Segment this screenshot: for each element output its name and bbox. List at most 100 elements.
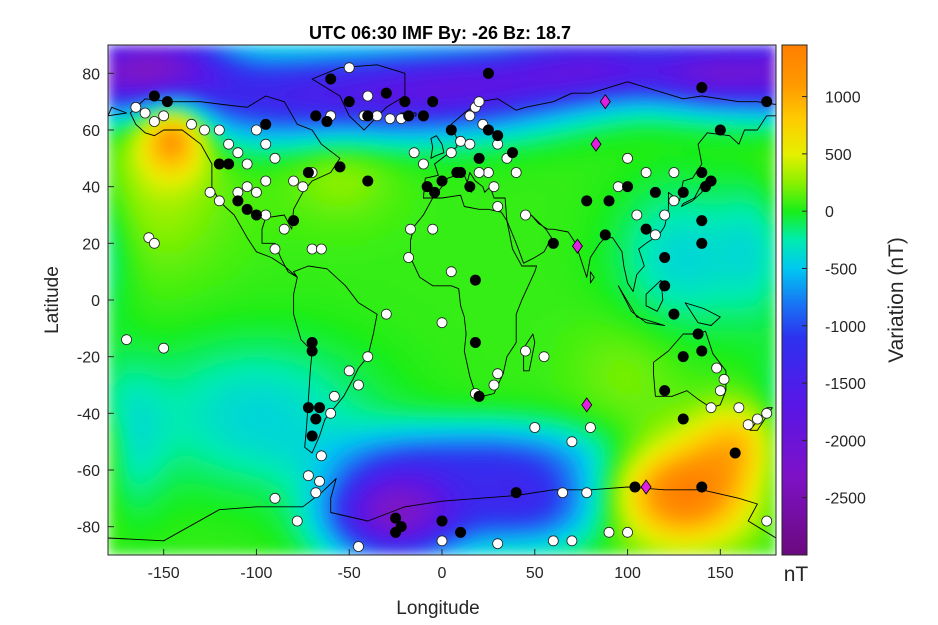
colorbar: 1000 500 0 -500 -1000 -1500 -2000 -2500 Variati…	[781, 44, 908, 586]
station-marker-white	[520, 209, 531, 221]
colorbar-tick-label: -500	[825, 261, 857, 278]
station-marker-white	[251, 124, 262, 136]
station-marker-black	[403, 110, 415, 122]
station-marker-white	[488, 379, 500, 391]
station-marker-white	[148, 237, 160, 249]
coastline-0	[129, 95, 341, 278]
coastline-4	[422, 81, 776, 292]
station-marker-white	[659, 209, 671, 221]
station-marker-black	[714, 124, 726, 136]
station-marker-black	[362, 175, 374, 187]
x-tick-label: -100	[240, 565, 272, 582]
station-marker-black	[161, 96, 173, 108]
station-marker-black	[696, 237, 708, 249]
station-marker-black	[288, 215, 300, 227]
station-marker-white	[403, 252, 415, 263]
station-marker-black	[705, 175, 717, 187]
station-marker-diamond	[640, 479, 652, 495]
station-marker-white	[640, 167, 652, 178]
station-marker-white	[260, 138, 272, 150]
station-marker-white	[353, 541, 364, 552]
station-marker-white	[718, 373, 730, 385]
station-marker-black	[302, 402, 314, 414]
station-marker-black	[492, 130, 504, 142]
station-marker-diamond	[599, 93, 611, 110]
coastline-10	[645, 279, 664, 312]
station-marker-black	[362, 110, 374, 122]
station-marker-white	[343, 365, 355, 377]
station-marker-white	[241, 158, 253, 170]
x-tick-label: -50	[338, 565, 361, 582]
station-marker-white	[510, 167, 522, 178]
station-marker-black	[696, 167, 708, 178]
station-marker-white	[362, 90, 374, 102]
station-marker-white	[603, 526, 615, 538]
y-tick-label: -40	[77, 406, 100, 423]
station-marker-white	[711, 362, 723, 374]
station-marker-white	[649, 229, 661, 241]
station-marker-white	[314, 475, 325, 487]
station-marker-white	[668, 167, 680, 178]
colorbar-tick-label: 1000	[825, 90, 861, 107]
station-marker-white	[269, 492, 281, 504]
station-marker-diamond	[590, 136, 602, 152]
station-marker-black	[469, 337, 481, 348]
station-marker-black	[302, 167, 314, 178]
coastline-1	[293, 265, 378, 454]
station-marker-white	[464, 110, 476, 122]
station-marker-white	[288, 175, 299, 187]
station-marker-white	[148, 116, 160, 127]
station-marker-white	[139, 107, 151, 119]
coastline-3	[410, 194, 538, 397]
x-tick-label: 0	[438, 565, 447, 582]
station-marker-black	[343, 96, 355, 108]
station-marker-black	[659, 385, 671, 397]
station-marker-white	[612, 181, 624, 193]
station-marker-black	[395, 521, 407, 533]
coastline-7	[430, 135, 445, 159]
station-marker-black	[436, 175, 448, 187]
station-marker-black	[482, 124, 494, 136]
station-marker-black	[640, 223, 652, 235]
station-marker-black	[451, 167, 463, 178]
station-marker-black	[469, 274, 481, 286]
colorbar-tick-label: 500	[825, 147, 852, 164]
station-marker-white	[130, 101, 142, 113]
station-marker-black	[464, 181, 476, 193]
station-marker-black	[603, 195, 615, 207]
station-marker-white	[464, 138, 476, 150]
station-marker-black	[668, 308, 680, 320]
station-marker-black	[241, 203, 253, 215]
station-marker-white	[566, 535, 578, 547]
station-marker-white	[204, 186, 216, 198]
station-marker-black	[399, 96, 411, 108]
station-marker-black	[696, 82, 708, 93]
station-marker-white	[488, 181, 500, 193]
station-marker-black	[148, 90, 160, 102]
station-marker-white	[380, 308, 392, 320]
y-tick-label: 60	[82, 123, 100, 140]
station-marker-black	[547, 237, 559, 249]
station-marker-white	[761, 407, 773, 419]
station-marker-white	[473, 96, 485, 108]
station-marker-white	[492, 201, 504, 212]
station-marker-white	[622, 152, 633, 164]
y-tick-label: 80	[82, 66, 100, 83]
x-tick-label: 100	[614, 565, 641, 582]
station-marker-black	[314, 402, 326, 414]
y-tick-label: -80	[77, 520, 100, 537]
station-marker-white	[529, 422, 541, 433]
station-marker-white	[405, 223, 416, 235]
station-marker-white	[302, 470, 314, 482]
station-marker-black	[581, 195, 593, 207]
station-marker-white	[384, 113, 396, 125]
station-marker-white	[343, 62, 355, 74]
colorbar-tick-label: -1000	[825, 319, 866, 336]
station-marker-white	[705, 402, 717, 414]
coastline-16	[589, 271, 595, 284]
station-marker-white	[328, 390, 340, 402]
coastline-11	[684, 302, 721, 326]
station-marker-white	[269, 152, 281, 164]
station-marker-white	[260, 175, 272, 187]
